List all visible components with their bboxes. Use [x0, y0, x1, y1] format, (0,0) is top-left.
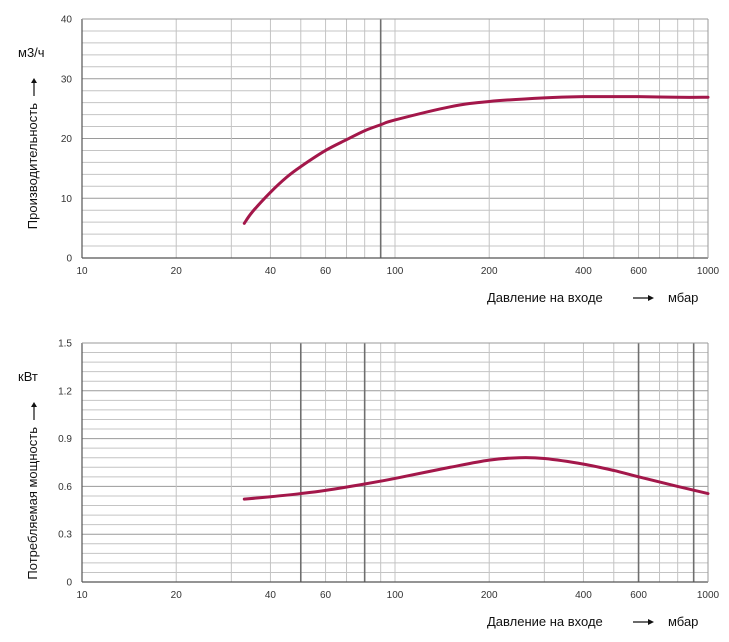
y-tick-label: 0: [66, 578, 72, 589]
x-tick-label: 400: [575, 266, 592, 277]
y-tick-label: 20: [61, 134, 73, 145]
x-unit-label: мбар: [668, 290, 698, 305]
y-tick-label: 1.2: [58, 386, 72, 397]
flow-rate-chart: 0 10 20 30 40 10 20 40 60 100 200 400 600 1000 м3/ч Про…: [18, 15, 720, 306]
x-tick-label: 20: [171, 266, 183, 277]
x-tick-label: 400: [575, 590, 592, 601]
x-tick-label: 200: [481, 590, 498, 601]
y-axis-label: Производительность: [25, 103, 40, 229]
x-axis-label: Давление на входе: [487, 614, 603, 629]
y-tick-label: 0.6: [58, 482, 72, 493]
y-axis-arrowhead: [31, 78, 37, 83]
x-tick-label: 600: [630, 590, 647, 601]
x-tick-label: 600: [630, 266, 647, 277]
x-tick-label: 60: [320, 590, 332, 601]
x-axis-arrowhead: [648, 619, 654, 625]
x-tick-label: 1000: [697, 590, 720, 601]
series-line: [242, 456, 710, 501]
x-tick-label: 10: [76, 590, 88, 601]
y-tick-label: 40: [61, 15, 73, 26]
y-unit-label: м3/ч: [18, 45, 45, 60]
x-tick-label: 40: [265, 266, 277, 277]
y-unit-label: кВт: [18, 369, 38, 384]
x-tick-label: 100: [387, 590, 404, 601]
y-tick-label: 0.3: [58, 530, 72, 541]
y-tick-label: 1.5: [58, 339, 72, 350]
y-tick-label: 0: [66, 254, 72, 265]
x-tick-label: 1000: [697, 266, 720, 277]
x-tick-label: 100: [387, 266, 404, 277]
x-tick-label: 20: [171, 590, 183, 601]
x-tick-label: 60: [320, 266, 332, 277]
y-tick-label: 0.9: [58, 434, 72, 445]
y-tick-label: 30: [61, 74, 73, 85]
series-line: [242, 95, 710, 225]
y-tick-label: 10: [61, 194, 73, 205]
x-tick-label: 40: [265, 590, 277, 601]
x-axis-label: Давление на входе: [487, 290, 603, 305]
power-consumption-chart: 0 0.3 0.6 0.9 1.2 1.5 10 20 40 60 100 200 400 600 1000…: [18, 339, 720, 630]
y-axis-label: Потребляемая мощность: [25, 427, 40, 580]
y-axis-arrowhead: [31, 402, 37, 407]
x-tick-label: 10: [76, 266, 88, 277]
x-axis-arrowhead: [648, 295, 654, 301]
x-unit-label: мбар: [668, 614, 698, 629]
x-tick-label: 200: [481, 266, 498, 277]
